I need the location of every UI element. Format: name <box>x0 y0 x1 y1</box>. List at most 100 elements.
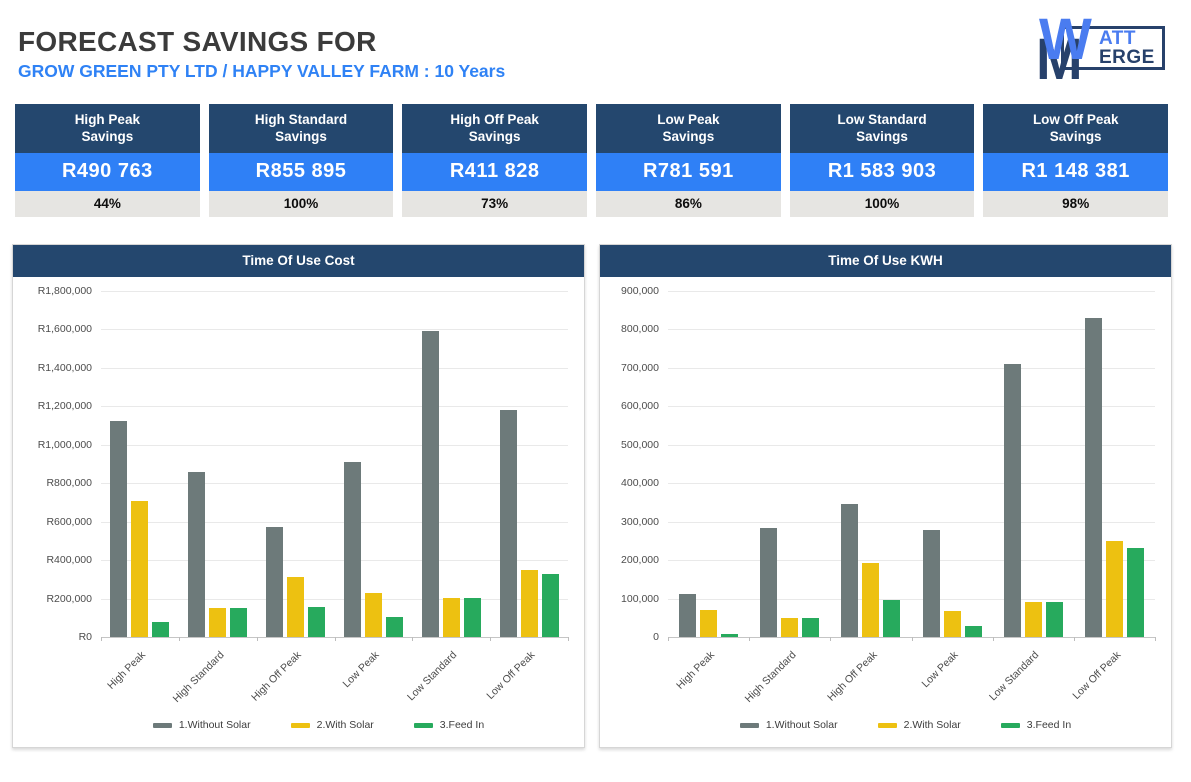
kpi-percent: 86% <box>596 191 781 217</box>
legend-swatch <box>152 722 172 728</box>
y-tick-label: 900,000 <box>621 285 659 297</box>
chart-body: R1,800,000 R1,600,000 R1,400,000 R1,200,000… <box>13 277 584 643</box>
gridline <box>668 521 1155 523</box>
bar <box>1105 540 1123 637</box>
kpi-label-line1: Low Peak <box>657 112 720 127</box>
kpi-label: High Peak Savings <box>15 104 200 153</box>
charts-row: Time Of Use Cost R1,800,000 R1,600,000 R1,4… <box>12 244 1172 748</box>
y-tick-label: R600,000 <box>46 515 92 528</box>
y-tick-label: 400,000 <box>621 477 659 490</box>
kpi-percent: 98% <box>983 191 1169 217</box>
bar <box>442 597 460 637</box>
gridline <box>668 329 1155 331</box>
legend: 1.Without Solar 2.With Solar 3.Feed In <box>13 717 584 741</box>
bar <box>308 606 326 637</box>
plot-area <box>668 291 1155 638</box>
y-tick-label: 0 <box>653 631 659 643</box>
bar <box>802 617 820 637</box>
legend-item: 3.Feed In <box>413 719 484 731</box>
x-axis: High Peak High Standard High Off Peak Low P… <box>600 637 1171 717</box>
kpi-percent: 73% <box>402 191 588 217</box>
legend-label: 1.Without Solar <box>765 719 838 731</box>
kpi-label-line2: Savings <box>468 129 521 144</box>
chart-title: Time Of Use KWH <box>600 245 1171 277</box>
gridline <box>668 483 1155 485</box>
kpi-label: Low Standard Savings <box>789 104 975 153</box>
legend-item: 1.Without Solar <box>739 719 838 731</box>
y-tick-label: 600,000 <box>621 400 659 413</box>
bar <box>841 503 859 637</box>
axis-tick <box>1073 637 1075 641</box>
y-tick-label: R800,000 <box>46 477 92 490</box>
plot-area <box>101 291 568 638</box>
bar-group <box>266 291 326 637</box>
bar <box>364 592 382 637</box>
chart-body: 900,000 800,000 700,000 600,000 500,000 400,0… <box>600 277 1171 643</box>
kpi-percent: 100% <box>208 191 394 217</box>
bar <box>266 527 284 637</box>
bar-group <box>1003 291 1063 637</box>
kpi-label-line1: Low Standard <box>837 112 927 127</box>
kpi-label-line2: Savings <box>662 129 715 144</box>
kpi-value: R1 148 381 <box>983 153 1169 191</box>
gridline <box>101 483 568 485</box>
logo-frame <box>1061 26 1165 70</box>
axis-tick <box>911 637 913 641</box>
legend-label: 1.Without Solar <box>178 719 251 731</box>
gridline <box>101 598 568 600</box>
legend-item: 3.Feed In <box>1000 719 1072 731</box>
x-tick-label: High Off Peak <box>824 649 880 704</box>
y-tick-label: R200,000 <box>46 592 92 605</box>
axis-tick <box>256 637 258 641</box>
gridline <box>668 367 1155 369</box>
x-tick-label: High Standard <box>170 649 227 705</box>
chart-panel-kwh: Time Of Use KWH 900,000 800,000 700,000 600,… <box>599 244 1172 748</box>
bar <box>1084 317 1102 637</box>
gridline <box>101 329 568 331</box>
x-tick-label: Low Standard <box>405 649 460 704</box>
x-axis-spacer <box>13 637 101 717</box>
x-tick-label: Low Off Peak <box>484 649 538 702</box>
y-tick-label: R1,400,000 <box>37 361 92 374</box>
bar-group <box>841 291 901 637</box>
y-tick-label: 700,000 <box>621 361 659 374</box>
x-tick-label: Low Peak <box>340 649 382 691</box>
kpi-card: Low Off Peak Savings R1 148 381 98% <box>983 104 1169 217</box>
bar <box>421 331 439 637</box>
axis-tick <box>668 637 669 641</box>
kpi-label-line1: High Peak <box>74 112 140 127</box>
kpi-row: High Peak Savings R490 763 44% High Standard… <box>15 104 1169 217</box>
gridline <box>101 291 568 292</box>
y-tick-label: R0 <box>78 631 92 643</box>
gridline <box>668 291 1155 292</box>
kpi-percent: 100% <box>789 191 975 217</box>
y-tick-label: 200,000 <box>621 554 659 567</box>
bar <box>679 593 697 637</box>
kpi-label-line2: Savings <box>81 129 134 144</box>
legend-swatch <box>1000 722 1020 728</box>
logo-m-monogram-icon: M <box>1036 25 1083 92</box>
legend-item: 1.Without Solar <box>152 719 251 731</box>
bar-group <box>922 291 982 637</box>
bar <box>343 462 361 637</box>
kpi-percent: 44% <box>15 191 200 217</box>
bar <box>781 617 799 637</box>
bar-group <box>343 291 403 637</box>
page-title: FORECAST SAVINGS FOR <box>18 26 377 57</box>
wattmerge-logo: W M ATT ERGE <box>1033 5 1165 92</box>
bar-group <box>760 291 820 637</box>
x-tick-label: Low Peak <box>919 649 961 691</box>
bar <box>1045 602 1063 637</box>
bar <box>110 420 128 637</box>
axis-tick <box>749 637 751 641</box>
bar <box>721 633 739 637</box>
bar <box>385 616 403 637</box>
kpi-value: R855 895 <box>208 153 394 191</box>
axis-tick <box>178 637 180 641</box>
x-tick-label: High Peak <box>674 649 718 692</box>
legend-swatch <box>739 722 759 728</box>
legend-label: 3.Feed In <box>1026 719 1072 731</box>
bar <box>760 528 778 637</box>
gridline <box>668 444 1155 446</box>
logo-wordmark-line1: ATT <box>1099 28 1137 49</box>
